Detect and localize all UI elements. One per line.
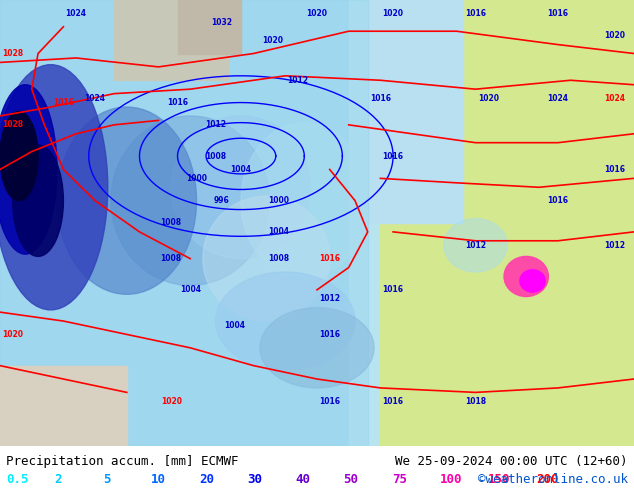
Text: 75: 75: [392, 472, 407, 486]
Text: 1016: 1016: [53, 98, 74, 107]
Ellipse shape: [57, 107, 197, 294]
Text: 50: 50: [344, 472, 359, 486]
Text: ©weatheronline.co.uk: ©weatheronline.co.uk: [477, 472, 628, 486]
Text: 200: 200: [536, 472, 559, 486]
Bar: [380, 0, 634, 446]
Ellipse shape: [216, 272, 355, 370]
Text: 1004: 1004: [230, 165, 252, 174]
Text: 1004: 1004: [268, 227, 290, 236]
Text: Precipitation accum. [mm] ECMWF: Precipitation accum. [mm] ECMWF: [6, 455, 239, 468]
Bar: [0, 366, 127, 446]
Text: 1016: 1016: [382, 285, 404, 294]
Text: 1008: 1008: [160, 254, 182, 263]
Text: 1008: 1008: [268, 254, 290, 263]
Text: 1004: 1004: [179, 285, 201, 294]
Bar: [0, 0, 368, 446]
Text: 1016: 1016: [382, 151, 404, 161]
Ellipse shape: [171, 116, 311, 259]
Ellipse shape: [0, 65, 108, 310]
Ellipse shape: [111, 116, 269, 285]
Text: 1000: 1000: [268, 196, 290, 205]
Ellipse shape: [0, 85, 57, 254]
Text: 1012: 1012: [465, 241, 486, 250]
Bar: [114, 0, 228, 80]
Text: 1016: 1016: [319, 330, 340, 339]
Text: 1016: 1016: [370, 94, 391, 102]
Text: 1008: 1008: [205, 151, 226, 161]
Text: 996: 996: [214, 196, 230, 205]
Text: 1024: 1024: [547, 94, 569, 102]
Text: 30: 30: [247, 472, 262, 486]
Text: 20: 20: [199, 472, 214, 486]
Text: 1020: 1020: [604, 31, 626, 40]
Ellipse shape: [0, 111, 38, 201]
Text: 1020: 1020: [306, 9, 328, 18]
Text: 2: 2: [55, 472, 62, 486]
Ellipse shape: [260, 308, 374, 388]
Text: 1016: 1016: [604, 165, 626, 174]
Text: 1016: 1016: [319, 254, 340, 263]
Text: 1016: 1016: [465, 9, 486, 18]
Text: 1016: 1016: [547, 196, 569, 205]
Text: 0.5: 0.5: [6, 472, 29, 486]
Text: We 25-09-2024 00:00 UTC (12+60): We 25-09-2024 00:00 UTC (12+60): [395, 455, 628, 468]
Text: 1000: 1000: [186, 174, 207, 183]
Text: 1020: 1020: [160, 397, 182, 406]
Ellipse shape: [13, 145, 63, 256]
Bar: [349, 0, 507, 446]
Text: 100: 100: [440, 472, 462, 486]
Ellipse shape: [504, 256, 548, 296]
Text: 1020: 1020: [262, 36, 283, 45]
Text: 1012: 1012: [287, 76, 309, 85]
Text: 1016: 1016: [547, 9, 569, 18]
Text: 1016: 1016: [167, 98, 188, 107]
Ellipse shape: [520, 270, 545, 292]
Text: 1020: 1020: [382, 9, 404, 18]
Ellipse shape: [444, 219, 507, 272]
Text: 1020: 1020: [477, 94, 499, 102]
Text: 1016: 1016: [382, 397, 404, 406]
Text: 1016: 1016: [319, 397, 340, 406]
Text: 1008: 1008: [160, 219, 182, 227]
Text: 1012: 1012: [205, 121, 226, 129]
Text: 150: 150: [488, 472, 510, 486]
Ellipse shape: [203, 196, 330, 321]
Text: 40: 40: [295, 472, 311, 486]
Text: 1020: 1020: [2, 330, 23, 339]
Text: 1024: 1024: [65, 9, 87, 18]
Text: 10: 10: [151, 472, 166, 486]
Text: 1012: 1012: [604, 241, 626, 250]
Bar: [368, 0, 463, 223]
Ellipse shape: [241, 122, 368, 279]
Text: 1012: 1012: [319, 294, 340, 303]
Bar: [178, 0, 241, 53]
Text: 1028: 1028: [2, 121, 23, 129]
Text: 1004: 1004: [224, 321, 245, 330]
Text: 1018: 1018: [465, 397, 486, 406]
Text: 1032: 1032: [211, 18, 233, 27]
Bar: [0, 0, 412, 446]
Text: 5: 5: [103, 472, 110, 486]
Text: 1028: 1028: [2, 49, 23, 58]
Text: 1024: 1024: [84, 94, 106, 102]
Text: 1024: 1024: [604, 94, 626, 102]
